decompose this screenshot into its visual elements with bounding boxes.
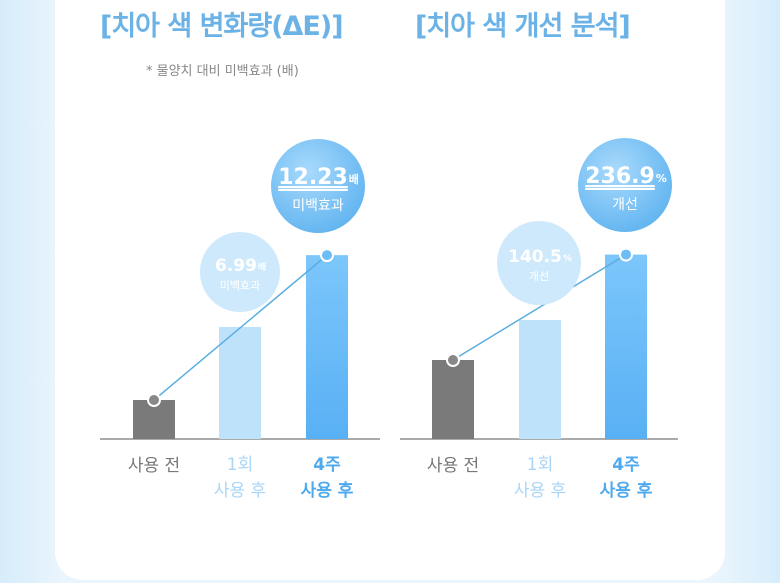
bar-2 (306, 255, 348, 439)
callout-caption: 미백효과 (220, 279, 260, 292)
x-tick-label: 사용 전 (109, 453, 199, 479)
x-tick-line: 4주 (612, 455, 640, 475)
callout-value: 12.23 (278, 165, 348, 190)
callout-unit: % (656, 172, 667, 185)
x-tick-line: 사용 전 (426, 456, 480, 476)
callout-unit: % (563, 254, 572, 264)
x-tick-line: 사용 후 (513, 481, 567, 501)
bar-2 (605, 254, 647, 439)
marker-before (446, 353, 460, 367)
callout-value: 236.9 (585, 164, 655, 189)
x-tick-line: 4주 (313, 455, 341, 475)
x-tick-line: 사용 후 (599, 481, 653, 501)
callout-caption: 미백효과 (292, 198, 344, 214)
callout-bubble (269, 137, 367, 235)
left-chart-title: [치아 색 변화량(ΔE)] (100, 11, 344, 42)
right-chart-title: [치아 색 개선 분석] (415, 11, 631, 42)
x-tick-line: 1회 (526, 455, 554, 475)
x-tick-line: 사용 후 (213, 481, 267, 501)
callout-bubble (497, 221, 581, 305)
callout-bubble (200, 232, 280, 312)
x-tick-label: 사용 전 (408, 453, 498, 479)
x-tick-line: 사용 전 (127, 456, 181, 476)
bar-1 (219, 327, 261, 439)
trend-line (153, 254, 328, 401)
callout-bubble (576, 136, 674, 234)
callout-unit: 배 (258, 261, 266, 273)
marker-4weeks (619, 247, 633, 262)
x-tick-line: 사용 후 (300, 481, 354, 501)
bar-1 (519, 320, 561, 439)
callout-value: 6.99 (215, 256, 257, 276)
x-tick-line: 1회 (226, 455, 254, 475)
marker-before (147, 393, 161, 407)
callout-caption: 개선 (612, 197, 638, 213)
bar-0 (432, 360, 474, 439)
callout-value: 140.5 (508, 247, 562, 267)
marker-4weeks (320, 248, 334, 263)
trend-line (452, 253, 627, 361)
callout-unit: 배 (349, 172, 359, 186)
callout-caption: 개선 (529, 270, 549, 283)
chart-note: * 물양치 대비 미백효과 (배) (146, 64, 299, 79)
